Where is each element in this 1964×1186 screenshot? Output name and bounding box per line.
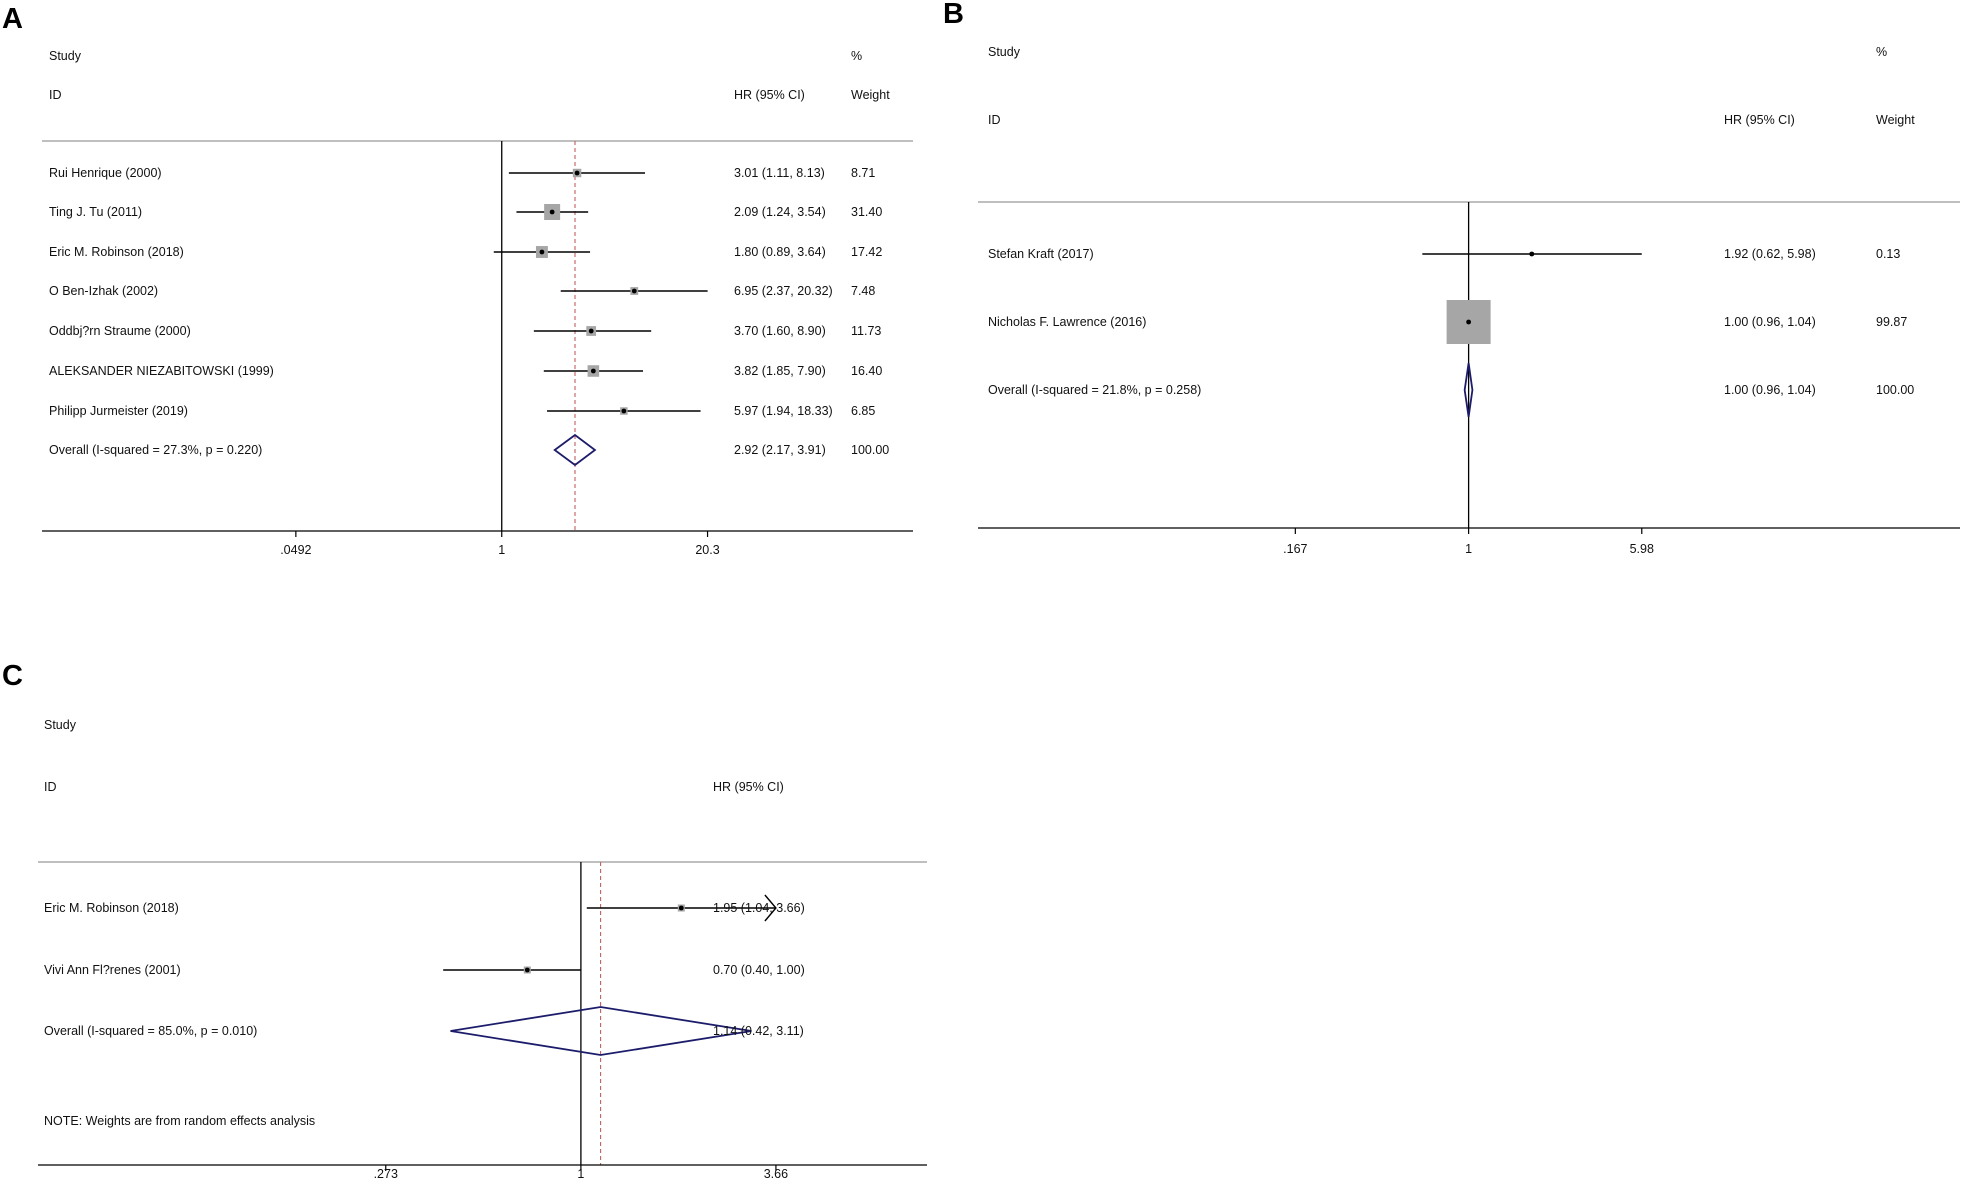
weight-value: 99.87 xyxy=(1876,315,1907,329)
header-id: ID xyxy=(44,780,57,794)
forest-panel-b: B Study ID HR (95% CI)% Weight .167 1 5.98 Stefa… xyxy=(943,0,1960,556)
panel-label: C xyxy=(2,660,23,692)
overall-diamond xyxy=(450,1006,752,1056)
header-hr: HR (95% CI) xyxy=(734,88,805,102)
overall-weight-value: 100.00 xyxy=(851,443,889,457)
point-estimate xyxy=(1466,319,1472,325)
overall-label: Overall (I-squared = 27.3%, p = 0.220) xyxy=(49,443,262,457)
point-estimate xyxy=(631,288,637,294)
hr-value: 1.00 (0.96, 1.04) xyxy=(1724,315,1816,329)
study-label: Oddbj?rn Straume (2000) xyxy=(49,324,191,338)
overall-diamond xyxy=(553,433,597,467)
overall-hr-value: 1.00 (0.96, 1.04) xyxy=(1724,383,1816,397)
point-estimate xyxy=(621,408,627,414)
hr-value: 3.82 (1.85, 7.90) xyxy=(734,364,826,378)
hr-value: 0.70 (0.40, 1.00) xyxy=(713,963,805,977)
hr-value: 1.95 (1.04, 3.66) xyxy=(713,901,805,915)
point-estimate xyxy=(539,249,545,255)
study-label: Vivi Ann Fl?renes (2001) xyxy=(44,963,181,977)
weight-value: 16.40 xyxy=(851,364,882,378)
x-tick-label: 20.3 xyxy=(695,543,719,557)
header-study: Study xyxy=(988,45,1021,59)
weight-value: 11.73 xyxy=(851,324,881,338)
weight-value: 31.40 xyxy=(851,205,882,219)
overall-label: Overall (I-squared = 21.8%, p = 0.258) xyxy=(988,383,1201,397)
study-label: Ting J. Tu (2011) xyxy=(49,205,142,219)
header-weight: Weight xyxy=(1876,113,1915,127)
point-estimate xyxy=(549,209,555,215)
study-label: Eric M. Robinson (2018) xyxy=(44,901,179,915)
header-id: ID xyxy=(988,113,1001,127)
point-estimate xyxy=(678,905,684,911)
point-estimate xyxy=(590,368,596,374)
header-study: Study xyxy=(49,49,82,63)
x-tick-label: 1 xyxy=(1465,542,1472,556)
study-label: ALEKSANDER NIEZABITOWSKI (1999) xyxy=(49,364,274,378)
hr-value: 5.97 (1.94, 18.33) xyxy=(734,404,833,418)
x-tick-label: 1 xyxy=(498,543,505,557)
hr-value: 6.95 (2.37, 20.32) xyxy=(734,284,833,298)
overall-weight-value: 100.00 xyxy=(1876,383,1914,397)
hr-value: 2.09 (1.24, 3.54) xyxy=(734,205,826,219)
header-hr: HR (95% CI) xyxy=(1724,113,1795,127)
hr-value: 3.70 (1.60, 8.90) xyxy=(734,324,826,338)
hr-value: 3.01 (1.11, 8.13) xyxy=(734,166,825,180)
study-label: O Ben-Izhak (2002) xyxy=(49,284,158,298)
weight-value: 8.71 xyxy=(851,166,875,180)
panel-label: A xyxy=(2,3,23,35)
study-label: Rui Henrique (2000) xyxy=(49,166,162,180)
study-label: Philipp Jurmeister (2019) xyxy=(49,404,188,418)
study-label: Eric M. Robinson (2018) xyxy=(49,245,184,259)
weight-value: 6.85 xyxy=(851,404,875,418)
weight-value: 0.13 xyxy=(1876,247,1900,261)
ci-arrow xyxy=(764,894,777,922)
x-tick-label: .167 xyxy=(1283,542,1307,556)
weight-value: 7.48 xyxy=(851,284,875,298)
forest-panel-c: C Study ID HR (95% CI) .273 1 3.66 Eric M. Robi… xyxy=(2,660,927,1181)
header-percent: % xyxy=(1876,45,1887,59)
overall-label: Overall (I-squared = 85.0%, p = 0.010) xyxy=(44,1024,257,1038)
point-estimate xyxy=(1529,251,1535,257)
header-weight: Weight xyxy=(851,88,890,102)
header-study: Study xyxy=(44,718,77,732)
overall-hr-value: 1.14 (0.42, 3.11) xyxy=(713,1024,804,1038)
point-estimate xyxy=(588,328,594,334)
header-id: ID xyxy=(49,88,62,102)
hr-value: 1.80 (0.89, 3.64) xyxy=(734,245,826,259)
study-label: Nicholas F. Lawrence (2016) xyxy=(988,315,1146,329)
hr-value: 1.92 (0.62, 5.98) xyxy=(1724,247,1816,261)
x-tick-label: 5.98 xyxy=(1630,542,1654,556)
weights-note: NOTE: Weights are from random effects an… xyxy=(44,1114,315,1128)
weight-value: 17.42 xyxy=(851,245,882,259)
forest-panel-a: A Study ID HR (95% CI)% Weight .0492 1 20.3 Rui … xyxy=(2,3,913,557)
x-tick-label: .273 xyxy=(374,1167,398,1181)
study-label: Stefan Kraft (2017) xyxy=(988,247,1094,261)
point-estimate xyxy=(524,967,530,973)
overall-hr-value: 2.92 (2.17, 3.91) xyxy=(734,443,826,457)
x-tick-label: .0492 xyxy=(280,543,311,557)
point-estimate xyxy=(574,170,580,176)
header-hr: HR (95% CI) xyxy=(713,780,784,794)
header-percent: % xyxy=(851,49,862,63)
panel-label: B xyxy=(943,0,964,30)
x-tick-label: 1 xyxy=(577,1167,584,1181)
overall-diamond xyxy=(1463,362,1474,418)
x-tick-label: 3.66 xyxy=(764,1167,788,1181)
